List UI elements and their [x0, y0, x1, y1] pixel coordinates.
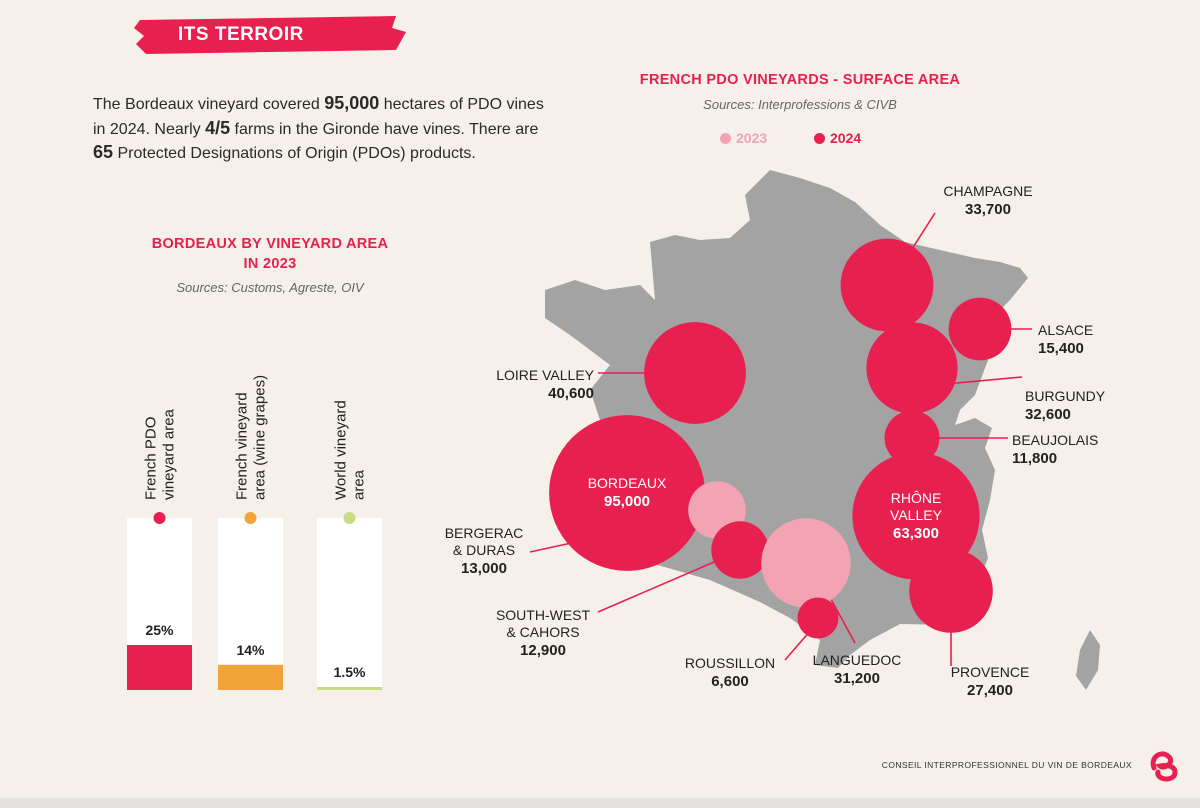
- bar-background-2: [317, 518, 382, 690]
- intro-farm-share: 4/5: [205, 117, 231, 138]
- region-value-south-west-cahors: 12,900: [520, 642, 566, 659]
- region-label-champagne: CHAMPAGNE: [943, 183, 1032, 199]
- section-label: ITS TERROIR: [178, 24, 304, 45]
- section-banner: ITS TERROIR: [134, 14, 406, 54]
- leader-line-bergerac-duras: [529, 513, 706, 553]
- bubble-map-area: CHAMPAGNE 33,700 ALSACE 15,400 LOIRE VALLEY 4…: [445, 183, 1106, 699]
- bar-chart-title: BORDEAUX BY VINEYARD AREA IN 2023: [60, 234, 480, 274]
- region-label-bordeaux: BORDEAUX: [588, 475, 667, 491]
- brush-stroke-icon: [134, 16, 406, 54]
- bar-value-label-0: 25%: [145, 622, 174, 638]
- bubble-champagne: [840, 238, 934, 332]
- region-value-burgundy: 32,600: [1025, 406, 1071, 423]
- legend-dot-2023: [720, 133, 731, 144]
- intro-part-4: Protected Designations of Origin (PDOs) …: [113, 145, 476, 162]
- bubble-roussillon: [797, 597, 839, 639]
- footer-organization: CONSEIL INTERPROFESSIONNEL DU VIN DE BOR…: [881, 760, 1132, 770]
- bubble-south-west-cahors: [711, 521, 769, 579]
- intro-part-2: hectares of PDO vines in 2024. Nearly: [93, 96, 544, 138]
- region-value-bergerac-duras: 13,000: [461, 560, 507, 577]
- bar-chart-title-line1: BORDEAUX BY VINEYARD AREA: [151, 236, 389, 252]
- intro-hectares: 95,000: [324, 93, 380, 113]
- bubble-burgundy: [866, 322, 958, 414]
- region-value-loire-valley: 40,600: [548, 385, 594, 402]
- region-label-roussillon: ROUSSILLON: [685, 655, 775, 671]
- region-value-roussillon: 6,600: [711, 673, 749, 690]
- leader-line-south-west-cahors: [597, 555, 729, 613]
- intro-part-1: The Bordeaux vineyard covered: [93, 96, 325, 113]
- bar-marker-dot-2: [343, 512, 356, 524]
- region-value-beaujolais: 11,800: [1012, 450, 1057, 467]
- region-label-provence: PROVENCE: [951, 664, 1030, 680]
- legend-item-2024: 2024: [814, 130, 861, 146]
- bubble-bordeaux: [549, 415, 705, 571]
- region-value-rh-ne-valley: 63,300: [893, 525, 939, 542]
- bar-category-label-2: World vineyardarea: [333, 400, 368, 500]
- region-value-alsace: 15,400: [1038, 340, 1084, 357]
- bar-background-1: [218, 518, 283, 690]
- region-label-alsace: ALSACE: [1038, 322, 1093, 338]
- bar-marker-dot-1: [244, 512, 257, 524]
- region-label-languedoc: LANGUEDOC: [813, 652, 902, 668]
- bubble-languedoc: [761, 518, 851, 608]
- bar-chart-source: Sources: Customs, Agreste, OIV: [176, 280, 364, 295]
- bar-category-label-0: French PDOvineyard area: [143, 408, 178, 500]
- region-label-loire-valley: LOIRE VALLEY: [496, 367, 594, 383]
- intro-part-3: farms in the Gironde have vines. There a…: [230, 120, 539, 138]
- region-label-burgundy: BURGUNDY: [1025, 388, 1106, 404]
- bar-value-label-1: 14%: [236, 642, 265, 658]
- region-label-south-west-cahors: SOUTH-WEST & CAHORS: [496, 607, 591, 640]
- bar-fill-1: [218, 664, 283, 690]
- bar-fill-0: [127, 645, 192, 690]
- legend-dot-2024: [814, 133, 825, 144]
- region-value-provence: 27,400: [967, 682, 1013, 699]
- map-chart-source: Sources: Interprofessions & CIVB: [703, 97, 897, 112]
- region-value-champagne: 33,700: [965, 201, 1011, 218]
- bottom-bar: [0, 798, 1200, 808]
- intro-text: The Bordeaux vineyard covered 95,000 hec…: [93, 92, 553, 166]
- bubble-rh-ne-valley: [852, 452, 980, 580]
- bubble-beaujolais: [884, 410, 940, 466]
- bar-fill-2: [317, 687, 382, 690]
- region-value-bordeaux: 95,000: [604, 493, 650, 510]
- bar-chart-area: 25% French PDOvineyard area 14% French vine…: [127, 375, 382, 690]
- region-label-beaujolais: BEAUJOLAIS: [1012, 432, 1098, 448]
- intro-pdo-count: 65: [93, 142, 114, 162]
- corsica-map-shape: [1076, 630, 1100, 690]
- bar-marker-dot-0: [153, 512, 166, 524]
- bubble-provence: [909, 549, 993, 633]
- legend-label-2023: 2023: [736, 130, 768, 146]
- region-value-languedoc: 31,200: [834, 670, 880, 687]
- legend-item-2023: 2023: [720, 130, 767, 146]
- cibv-logo-icon: [1150, 751, 1178, 782]
- region-label-rh-ne-valley: RHÔNE VALLEY: [890, 490, 943, 523]
- bubble-loire-valley: [644, 322, 746, 424]
- bar-value-label-2: 1.5%: [334, 664, 366, 680]
- legend-label-2024: 2024: [830, 130, 862, 146]
- bubble-alsace: [948, 297, 1012, 361]
- map-chart-title: FRENCH PDO VINEYARDS - SURFACE AREA: [639, 72, 961, 88]
- bar-category-label-1: French vineyardarea (wine grapes): [234, 375, 269, 500]
- bar-chart-title-line2: IN 2023: [243, 256, 297, 272]
- region-label-bergerac-duras: BERGERAC & DURAS: [445, 525, 524, 558]
